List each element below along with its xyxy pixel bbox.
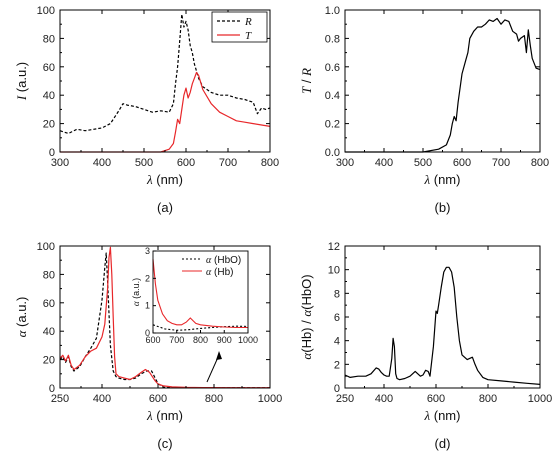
plot-frame (344, 245, 541, 389)
x-tick-label: 400 (93, 157, 111, 169)
inset-legend-entry: α (Hb) (206, 267, 233, 278)
x-tick-label: 800 (261, 157, 279, 169)
inset-y-tick-label: 2 (145, 273, 150, 283)
inset-x-tick-label: 800 (193, 335, 208, 345)
series-line-hbo (59, 252, 270, 389)
x-axis-label: λ (nm) (424, 172, 461, 187)
panel-label: (b) (435, 200, 451, 215)
inset-legend-entry: α (HbO) (206, 255, 241, 266)
x-tick-label: 300 (336, 157, 354, 169)
series-line-hb (59, 246, 270, 389)
y-tick-label: 6 (334, 312, 340, 324)
x-tick-label: 700 (219, 157, 237, 169)
inset-y-tick-label: 3 (145, 246, 150, 256)
x-tick-label: 400 (375, 157, 393, 169)
inset-x-tick-label: 700 (169, 335, 184, 345)
plot-frame (344, 9, 541, 153)
panel-label: (a) (157, 200, 173, 215)
y-tick-label: 100 (37, 241, 55, 253)
legend-entry: R (244, 16, 252, 28)
series-line-t (60, 71, 271, 153)
x-tick-label: 1000 (528, 393, 552, 405)
x-tick-label: 600 (177, 157, 195, 169)
series-line-0 (344, 266, 541, 385)
y-tick-label: 20 (43, 355, 55, 367)
y-axis-label: α (a.u.) (14, 297, 29, 338)
y-axis-label: α(Hb) / α(HbO) (299, 274, 314, 359)
legend: RT (211, 11, 268, 43)
x-tick-label: 250 (51, 393, 69, 405)
series-line-r (59, 13, 271, 135)
inset-x-tick-label: 600 (145, 335, 160, 345)
y-tick-label: 0.4 (325, 90, 340, 102)
y-tick-label: 8 (334, 288, 340, 300)
y-tick-label: 0 (334, 383, 340, 395)
x-tick-label: 300 (51, 157, 69, 169)
x-tick-label: 500 (135, 157, 153, 169)
inset-y-tick-label: 0 (145, 328, 150, 338)
y-tick-label: 10 (328, 265, 340, 277)
inset-background (153, 251, 248, 333)
x-axis-label: λ (nm) (146, 408, 183, 423)
y-tick-label: 1.0 (325, 5, 340, 17)
x-tick-label: 400 (93, 393, 111, 405)
y-axis-label: I (a.u.) (14, 62, 29, 101)
x-axis-label: λ (nm) (146, 172, 183, 187)
x-tick-label: 250 (336, 393, 354, 405)
legend-entry: T (245, 30, 252, 42)
y-tick-label: 0 (49, 383, 55, 395)
inset-chart: 600 700 800 900 1000 0 1 2 3 α (a.u.) α (HbO)α (Hb… (131, 246, 258, 383)
inset-x-tick-label: 1000 (238, 335, 258, 345)
panel-label: (c) (157, 436, 172, 451)
series-line-0 (345, 17, 541, 153)
legend-box (211, 11, 268, 43)
y-tick-label: 0 (49, 147, 55, 159)
x-tick-label: 800 (479, 393, 497, 405)
x-tick-label: 600 (149, 393, 167, 405)
x-tick-label: 600 (453, 157, 471, 169)
inset-legend: α (HbO)α (Hb) (182, 255, 241, 278)
y-tick-label: 100 (37, 5, 55, 17)
panel-b: 300 400 500 600 700 800 0.0 0.2 0.4 0.6 0.8 1.0 λ (n… (299, 5, 549, 215)
inset-y-tick-label: 1 (145, 301, 150, 311)
x-tick-label: 1000 (258, 393, 282, 405)
inset-y-axis-label: α (a.u.) (131, 278, 141, 306)
y-tick-label: 80 (43, 269, 55, 281)
y-tick-label: 2 (334, 359, 340, 371)
y-axis-label: T / R (299, 68, 314, 94)
x-tick-label: 600 (427, 393, 445, 405)
x-tick-label: 800 (531, 157, 549, 169)
y-tick-label: 0.6 (325, 62, 340, 74)
x-tick-label: 500 (414, 157, 432, 169)
y-tick-label: 40 (43, 90, 55, 102)
y-tick-label: 80 (43, 33, 55, 45)
panel-a: 300 400 500 600 700 800 0 20 40 60 80 100 λ (nm) I (a… (14, 5, 279, 215)
x-tick-label: 700 (492, 157, 510, 169)
y-tick-label: 0.2 (325, 119, 340, 131)
panel-d: 250 400 600 800 1000 0 2 4 6 8 10 12 λ (nm) α(Hb) / α… (299, 241, 552, 451)
y-tick-label: 0.0 (325, 147, 340, 159)
y-tick-label: 20 (43, 119, 55, 131)
panel-label: (d) (435, 436, 451, 451)
y-tick-label: 60 (43, 62, 55, 74)
y-tick-label: 40 (43, 326, 55, 338)
y-tick-label: 60 (43, 298, 55, 310)
inset-series-line (152, 324, 249, 331)
x-axis-label: λ (nm) (424, 408, 461, 423)
y-tick-label: 0.8 (325, 33, 340, 45)
inset-x-tick-label: 900 (217, 335, 232, 345)
x-tick-label: 400 (375, 393, 393, 405)
y-tick-label: 12 (328, 241, 340, 253)
inset-arrow-head (216, 351, 222, 360)
inset-series-line (152, 259, 248, 329)
y-tick-label: 4 (334, 336, 340, 348)
x-tick-label: 800 (205, 393, 223, 405)
